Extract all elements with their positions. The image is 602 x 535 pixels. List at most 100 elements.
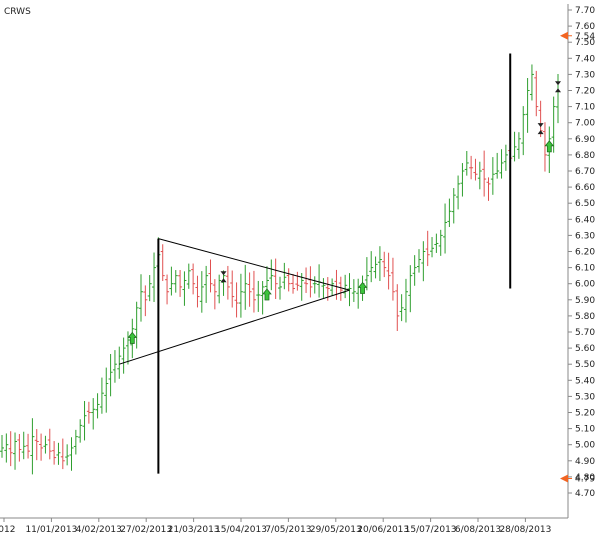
ohlc-bar	[499, 149, 504, 179]
price-marker: 7.54	[560, 32, 595, 42]
sell-arrow-top	[220, 271, 227, 276]
ohlc-bar	[408, 265, 413, 313]
ohlc-bar	[8, 431, 13, 467]
sell-arrow-top	[555, 81, 561, 86]
ohlc-bar	[312, 276, 317, 294]
ohlc-bar	[99, 377, 104, 414]
sell-arrow-bottom	[220, 278, 227, 283]
sell-marker-icon	[555, 81, 561, 93]
ohlc-bar	[403, 278, 408, 323]
ohlc-bar	[43, 435, 48, 454]
ohlc-bar	[434, 233, 439, 253]
buy-arrow-shape	[544, 140, 555, 153]
x-tick-label: 29/05/2013	[310, 525, 362, 535]
ohlc-bar	[160, 244, 165, 282]
x-tick-label: 11/01/2013	[25, 525, 77, 535]
y-tick-label: 6.00	[575, 280, 595, 290]
y-tick-label: 6.10	[575, 264, 595, 274]
sell-marker-icon	[537, 123, 544, 135]
ohlc-bar	[273, 258, 278, 299]
ohlc-bar	[456, 175, 461, 210]
ohlc-bar	[395, 284, 400, 332]
ohlc-bar	[529, 64, 534, 101]
ohlc-bar	[338, 276, 343, 301]
x-tick-label: 7/05/2013	[265, 525, 311, 535]
ohlc-bar	[165, 274, 170, 305]
ohlc-bar	[443, 203, 448, 254]
ohlc-bar	[17, 434, 22, 462]
ohlc-bar	[117, 346, 122, 379]
buy-arrow-icon	[262, 288, 272, 301]
trade-signals	[127, 81, 561, 344]
ohlc-bar	[125, 331, 130, 365]
ohlc-bar	[191, 263, 196, 295]
ohlc-bar	[4, 433, 9, 463]
y-tick-label: 6.60	[575, 183, 595, 193]
y-tick-label: 7.20	[575, 87, 595, 97]
ohlc-bar	[52, 441, 57, 465]
ohlc-bar	[26, 433, 31, 459]
x-tick-label: 15/07/2013	[405, 525, 457, 535]
ohlc-bar	[351, 279, 356, 302]
x-tick-label: 27/02/2013	[120, 525, 172, 535]
ohlc-bar	[186, 263, 191, 289]
ohlc-bar	[178, 270, 183, 297]
ohlc-bar	[464, 151, 469, 176]
y-tick-label: 5.70	[575, 328, 595, 338]
ohlc-bar	[13, 432, 18, 470]
ohlc-bar	[238, 273, 243, 318]
ohlc-bar	[386, 252, 391, 290]
y-tick-label: 7.00	[575, 119, 595, 129]
ohlc-bar	[447, 198, 452, 228]
ohlc-bar	[486, 177, 491, 201]
ohlc-bar	[21, 431, 26, 460]
ohlc-bar	[425, 230, 430, 267]
ohlc-bar	[477, 161, 482, 190]
ohlc-bar	[482, 150, 487, 197]
y-tick-label: 5.60	[575, 344, 595, 354]
ohlc-bar	[60, 438, 65, 470]
y-tick-label: 4.80	[575, 473, 595, 483]
ohlc-bar	[234, 282, 239, 318]
y-tick-label: 7.60	[575, 22, 595, 32]
trend-line	[158, 238, 350, 291]
ohlc-bar	[212, 279, 217, 310]
ohlc-bar	[521, 106, 526, 156]
ohlc-bar	[269, 259, 274, 291]
price-marker-label: 7.54	[575, 32, 595, 42]
y-tick-label: 6.80	[575, 151, 595, 161]
ohlc-bar	[330, 278, 335, 296]
chart-title: CRWS	[4, 7, 31, 17]
x-tick-label: 15/04/2013	[215, 525, 267, 535]
ohlc-bar	[490, 157, 495, 195]
ohlc-bar	[195, 275, 200, 308]
y-tick-label: 7.50	[575, 38, 595, 48]
y-tick-label: 5.40	[575, 376, 595, 386]
ohlc-bar	[39, 433, 44, 461]
ohlc-bar	[373, 256, 378, 279]
ohlc-bar	[377, 246, 382, 282]
ohlc-bar	[121, 337, 126, 374]
y-tick-label: 6.70	[575, 167, 595, 177]
ohlc-bar	[430, 237, 435, 258]
ohlc-bar	[369, 251, 374, 283]
ohlc-bar	[551, 96, 556, 153]
price-marker-label: 4.79	[575, 475, 595, 485]
y-tick-label: 7.40	[575, 54, 595, 64]
ohlc-bar	[56, 442, 61, 465]
buy-arrow-shape	[262, 288, 272, 301]
ohlc-bar	[82, 401, 87, 441]
ohlc-bar	[104, 367, 109, 413]
ohlc-bar	[95, 393, 100, 419]
ohlc-bar	[321, 278, 326, 298]
sell-arrow-bottom	[555, 88, 561, 93]
ohlc-bar	[173, 270, 178, 293]
y-tick-label: 5.20	[575, 409, 595, 419]
sell-arrow-top	[537, 123, 544, 128]
ohlc-bar	[139, 274, 143, 322]
buy-arrow-icon	[544, 140, 555, 153]
trend-lines	[119, 53, 512, 474]
ohlc-bar	[542, 122, 547, 172]
price-marker: 4.79	[560, 474, 595, 485]
